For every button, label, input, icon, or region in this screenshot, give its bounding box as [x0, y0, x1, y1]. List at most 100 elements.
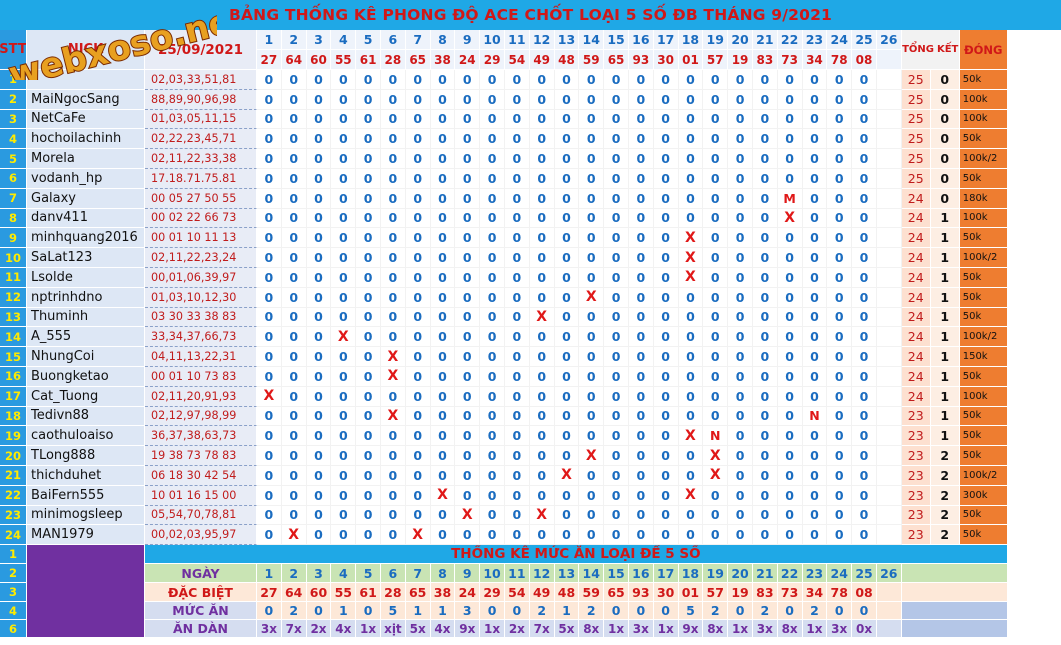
result-header: 64 — [281, 50, 307, 70]
day-cell — [876, 70, 902, 90]
day-cell: 0 — [455, 465, 481, 486]
row-ket: 2 — [930, 485, 960, 506]
day-cell: 0 — [257, 287, 282, 308]
day-cell: 0 — [281, 70, 307, 90]
ngay-value: 7 — [405, 564, 431, 584]
day-cell: 0 — [827, 505, 853, 526]
result-header: 65 — [405, 50, 431, 70]
day-cell: 0 — [628, 465, 654, 486]
day-cell: 0 — [430, 109, 456, 130]
row-stt: 19 — [0, 426, 27, 447]
result-header: 57 — [703, 50, 729, 70]
row-numbers: 02,11,20,91,93 — [145, 386, 257, 407]
an-dan-value: 9x — [678, 620, 704, 639]
row-ket: 1 — [930, 208, 960, 229]
day-cell: 0 — [777, 129, 803, 150]
day-cell: 0 — [504, 168, 530, 189]
row-stt: 7 — [0, 188, 27, 209]
day-cell: 0 — [356, 89, 381, 110]
day-cell: 0 — [455, 366, 481, 387]
row-numbers: 00 01 10 73 83 — [145, 366, 257, 387]
row-ket: 1 — [930, 347, 960, 367]
an-dan-value: 8x — [579, 620, 605, 639]
day-cell: 0 — [852, 149, 877, 169]
dac-biet-value: 78 — [827, 583, 853, 603]
day-cell: 0 — [306, 327, 332, 348]
day-cell: 0 — [257, 89, 282, 110]
day-cell: 0 — [827, 307, 853, 328]
row-stt: 17 — [0, 386, 27, 407]
day-cell: 0 — [628, 248, 654, 268]
row-dong: 50k — [959, 446, 1008, 466]
day-cell: 0 — [430, 505, 456, 526]
row-stt: 8 — [0, 208, 27, 229]
day-cell: 0 — [653, 505, 679, 526]
result-header: 49 — [529, 50, 555, 70]
day-cell: 0 — [306, 228, 332, 249]
day-cell: 0 — [504, 426, 530, 447]
day-cell: 0 — [653, 465, 679, 486]
ngay-value: 22 — [777, 564, 803, 584]
day-cell: 0 — [331, 366, 357, 387]
row-ket: 0 — [930, 168, 960, 189]
day-cell: 0 — [257, 406, 282, 427]
day-cell: 0 — [703, 307, 729, 328]
row-numbers: 00 01 10 11 13 — [145, 228, 257, 249]
summary-title: THỐNG KÊ MỨC ĂN LOẠI ĐỀ 5 SỐ — [145, 545, 1008, 565]
table-row: 24 MAN1979 00,02,03,95,97 0 X 0 0 0 0 X 0 0 0 0 0 0 0 0 0 0… — [0, 525, 1061, 546]
day-cell: 0 — [281, 465, 307, 486]
day-cell: 0 — [306, 149, 332, 169]
muc-an-value: 0 — [628, 602, 654, 621]
muc-an-value: 0 — [356, 602, 381, 621]
day-cell: 0 — [380, 149, 406, 169]
table-row: 3 NetCaFe 01,03,05,11,15 0 0 0 0 0 0 0 0 0 0 0 0 0 0 0 0 0 0… — [0, 109, 1061, 130]
day-cell: 0 — [802, 188, 828, 209]
day-cell: 0 — [480, 208, 505, 229]
an-dan-value: 3x — [257, 620, 282, 639]
ngay-value: 24 — [827, 564, 853, 584]
day-cell: 0 — [852, 208, 877, 229]
table-row: 4 hochoilachinh 02,22,23,45,71 0 0 0 0 0 0 0 0 0 0 0 0… — [0, 129, 1061, 150]
day-cell: 0 — [579, 168, 605, 189]
day-cell: 0 — [356, 287, 381, 308]
day-cell: 0 — [480, 406, 505, 427]
row-tong: 23 — [901, 485, 931, 506]
day-cell: 0 — [579, 208, 605, 229]
day-cell: 0 — [306, 89, 332, 110]
day-cell: 0 — [504, 386, 530, 407]
table-body: 1 02,03,33,51,81 0 0 0 0 0 0 0 0 0 0 0 0 0 0 0 0 0 0 0 0 0 0 0 0 0… — [0, 70, 1061, 546]
day-cell: 0 — [281, 386, 307, 407]
day-cell: 0 — [306, 109, 332, 130]
day-cell: 0 — [653, 208, 679, 229]
day-cell: 0 — [430, 168, 456, 189]
day-cell: 0 — [356, 505, 381, 526]
day-cell: 0 — [827, 109, 853, 130]
day-cell: 0 — [554, 188, 580, 209]
day-cell: 0 — [331, 386, 357, 407]
day-cell: 0 — [802, 168, 828, 189]
row-ket: 1 — [930, 406, 960, 427]
row-dong: 100k — [959, 386, 1008, 407]
day-header: 22 — [777, 30, 803, 50]
day-cell: 0 — [827, 267, 853, 288]
day-cell: 0 — [752, 366, 778, 387]
day-cell: 0 — [802, 327, 828, 348]
day-cell: 0 — [752, 485, 778, 506]
day-cell: 0 — [802, 386, 828, 407]
result-header: 73 — [777, 50, 803, 70]
day-cell: 0 — [827, 208, 853, 229]
row-dong: 300k — [959, 485, 1008, 506]
day-header: 2 — [281, 30, 307, 50]
day-cell: X — [579, 287, 605, 308]
dac-biet-value: 83 — [752, 583, 778, 603]
day-cell: 0 — [852, 70, 877, 90]
table-row: 17 Cat_Tuong 02,11,20,91,93 X 0 0 0 0 0 0 0 0 0 0 0 0 0 0… — [0, 386, 1061, 407]
day-cell: 0 — [356, 386, 381, 407]
table-header: STT NICK 25/09/2021 1 27 2 64 3 60 4 55 5 61 6 28 7 65 8 3… — [0, 30, 1061, 70]
day-cell: 0 — [802, 347, 828, 367]
day-cell — [876, 465, 902, 486]
row-ket: 0 — [930, 89, 960, 110]
day-cell: 0 — [257, 149, 282, 169]
day-cell: X — [380, 406, 406, 427]
day-cell: 0 — [653, 307, 679, 328]
